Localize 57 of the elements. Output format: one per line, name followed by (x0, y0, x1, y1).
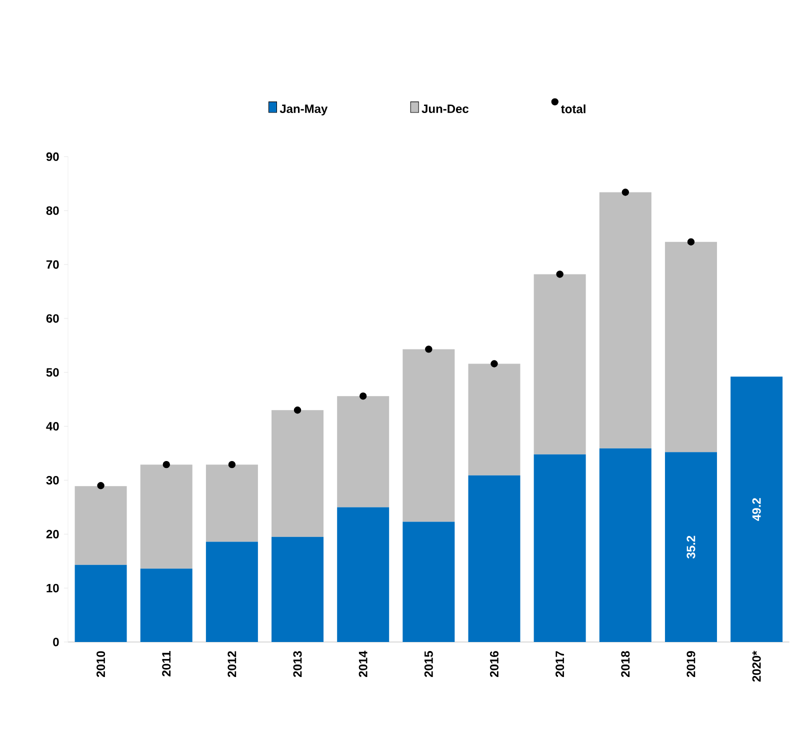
x-tick-label: 2014 (358, 650, 368, 677)
point (687, 238, 695, 246)
bar (140, 464, 192, 569)
bar (534, 274, 586, 454)
bar (206, 542, 258, 642)
data-label: 35.2 (686, 536, 696, 558)
y-tick-label: 90 (46, 152, 59, 161)
bar (337, 507, 390, 642)
bar (599, 192, 652, 448)
bar (337, 396, 390, 508)
bar (730, 376, 783, 642)
y-tick-label: 30 (46, 476, 59, 484)
x-tick-label: 2018 (621, 651, 630, 677)
bar (402, 349, 455, 522)
point (97, 482, 104, 490)
y-tick-label: 60 (46, 314, 59, 323)
bar (468, 364, 520, 476)
legend-label: Jun-Dec (422, 104, 469, 114)
y-tick-label: 70 (46, 260, 59, 269)
x-tick-label: 2020* (752, 650, 761, 682)
bar (664, 452, 717, 642)
y-tick-label: 80 (46, 206, 59, 215)
point (556, 270, 564, 278)
point (359, 392, 367, 400)
y-tick-label: 20 (46, 530, 59, 538)
x-tick-label: 2012 (228, 651, 236, 677)
bar (664, 242, 717, 452)
point (294, 406, 302, 414)
y-tick-label: 40 (46, 422, 59, 431)
bar (74, 486, 127, 565)
bar (534, 454, 586, 642)
bar (599, 448, 652, 642)
point (490, 360, 498, 368)
point (622, 188, 630, 196)
bar (140, 568, 192, 642)
y-tick-label: 0 (53, 638, 59, 646)
y-tick-label: 50 (46, 368, 59, 377)
x-tick-label: 2013 (293, 651, 302, 677)
x-tick-label: 2010 (96, 651, 106, 677)
legend-label: Jan-May (280, 104, 328, 116)
x-tick-label: 2019 (686, 651, 696, 677)
data-label: 49.2 (752, 498, 761, 521)
bar (272, 410, 324, 537)
x-tick-label: 2016 (490, 651, 499, 677)
point (228, 460, 236, 468)
x-tick-label: 2017 (556, 651, 564, 677)
point (425, 346, 432, 353)
bar (468, 475, 520, 642)
y-tick-label: 10 (46, 584, 59, 592)
x-tick-label: 2011 (162, 651, 171, 676)
bar (402, 522, 455, 642)
x-tick-label: 2015 (424, 651, 433, 677)
bar (206, 464, 258, 542)
legend-label: total (561, 104, 586, 114)
bar (74, 564, 127, 642)
point (162, 460, 170, 468)
bar (272, 536, 324, 642)
